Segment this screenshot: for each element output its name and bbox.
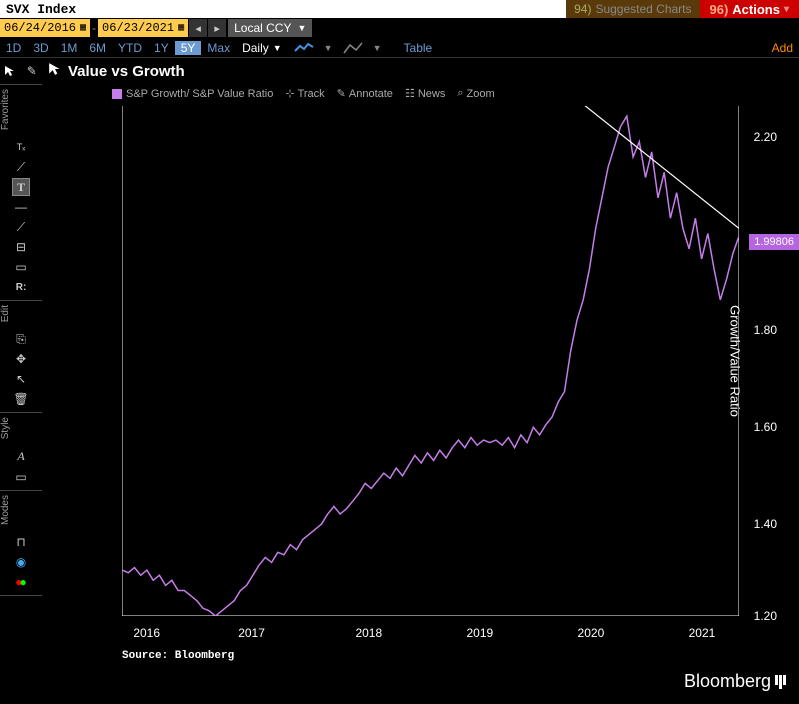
y-tick: 1.80 (754, 323, 777, 337)
pencil-tool[interactable]: ✎ (23, 62, 41, 80)
table-button[interactable]: Table (396, 41, 441, 55)
source-label: Source: Bloomberg (122, 650, 234, 662)
linestyle-tool[interactable]: ▭ (12, 468, 30, 486)
x-tick: 2019 (467, 626, 494, 640)
favorites-label: Favorites (0, 85, 42, 134)
text-anchor-tool[interactable]: Tₓ (12, 138, 30, 156)
y-tick: 2.20 (754, 130, 777, 144)
select-tool[interactable]: ↖ (12, 370, 30, 388)
style-label: Style (0, 413, 42, 443)
range-6m[interactable]: 6M (83, 41, 112, 55)
edit-label: Edit (0, 301, 42, 326)
range-1m[interactable]: 1M (55, 41, 84, 55)
next-period-button[interactable]: ▸ (208, 19, 226, 37)
x-tick: 2018 (355, 626, 382, 640)
range-5y[interactable]: 5Y (175, 41, 202, 55)
date-to-input[interactable]: 06/23/2021▦ (98, 19, 188, 37)
pointer-tool[interactable] (1, 62, 19, 80)
range-max[interactable]: Max (201, 41, 236, 55)
actions-tab[interactable]: 96)Actions▾ (700, 0, 799, 18)
text-tool[interactable]: T (12, 178, 30, 196)
add-button[interactable]: Add (766, 41, 799, 55)
measure-tool[interactable]: ⊟ (12, 238, 30, 256)
x-tick: 2021 (689, 626, 716, 640)
range-1y[interactable]: 1Y (148, 41, 175, 55)
move-tool[interactable]: ✥ (12, 350, 30, 368)
continuous-tool[interactable]: ◉ (12, 553, 30, 571)
chart-type-icon[interactable] (294, 41, 314, 55)
rect-tool[interactable]: ▭ (12, 258, 30, 276)
copy-tool[interactable]: ⎘ (12, 330, 30, 348)
chart-type-arrow[interactable]: ▼ (324, 43, 333, 53)
zoom-button[interactable]: ⌕Zoom (457, 87, 494, 100)
y-axis-label: Growth/Value Ratio (728, 305, 743, 417)
y-tick: 1.40 (754, 517, 777, 531)
regression-tool[interactable]: R: (12, 278, 30, 296)
suggested-charts-tab[interactable]: 94)Suggested Charts (566, 0, 699, 18)
news-button[interactable]: ☷News (405, 87, 445, 100)
y-tick: 1.60 (754, 420, 777, 434)
currency-select[interactable]: Local CCY▼ (228, 19, 312, 37)
chart-title: Value vs Growth (68, 63, 185, 80)
chart-plot[interactable]: Growth/Value Ratio Source: Bloomberg 2.2… (122, 106, 739, 616)
frequency-select[interactable]: Daily▼ (236, 41, 288, 55)
annotate-button[interactable]: ✎Annotate (337, 87, 393, 100)
ruler-tool[interactable]: ⟋ (12, 158, 30, 176)
modes-label: Modes (0, 491, 42, 529)
bloomberg-logo: Bloomberg (684, 671, 787, 692)
legend-item[interactable]: S&P Growth/ S&P Value Ratio (112, 88, 273, 100)
prev-period-button[interactable]: ◂ (189, 19, 207, 37)
x-tick: 2016 (133, 626, 160, 640)
track-button[interactable]: ⊹Track (285, 87, 324, 100)
range-bar: 1D3D1M6MYTD1Y5YMaxDaily▼ ▼ ▼ Table Add (0, 38, 799, 58)
x-tick: 2017 (238, 626, 265, 640)
date-from-input[interactable]: 06/24/2016▦ (0, 19, 90, 37)
y-tick: 1.20 (754, 609, 777, 623)
font-tool[interactable]: A (12, 448, 30, 466)
study-arrow[interactable]: ▼ (373, 43, 382, 53)
ticker-input[interactable]: SVX Index (0, 0, 566, 18)
chart-area: Value vs Growth S&P Growth/ S&P Value Ra… (42, 58, 799, 702)
date-separator: - (90, 21, 98, 35)
tool-sidebar: ✎ Favorites Tₓ ⟋ T — ⟋ ⊟ ▭ R: Edit ⎘ ✥ ↖… (0, 58, 42, 702)
x-tick: 2020 (578, 626, 605, 640)
study-icon[interactable] (343, 41, 363, 55)
range-3d[interactable]: 3D (27, 41, 54, 55)
brush-tool[interactable]: ⟋ (12, 218, 30, 236)
cursor-icon (48, 62, 62, 81)
magnet-tool[interactable]: ⊓ (12, 533, 30, 551)
last-price-tag: 1.99806 (749, 234, 799, 250)
range-1d[interactable]: 1D (0, 41, 27, 55)
range-ytd[interactable]: YTD (112, 41, 148, 55)
delete-tool[interactable]: 🗑 (12, 390, 30, 408)
color-tool[interactable]: ●● (12, 573, 30, 591)
hline-tool[interactable]: — (12, 198, 30, 216)
